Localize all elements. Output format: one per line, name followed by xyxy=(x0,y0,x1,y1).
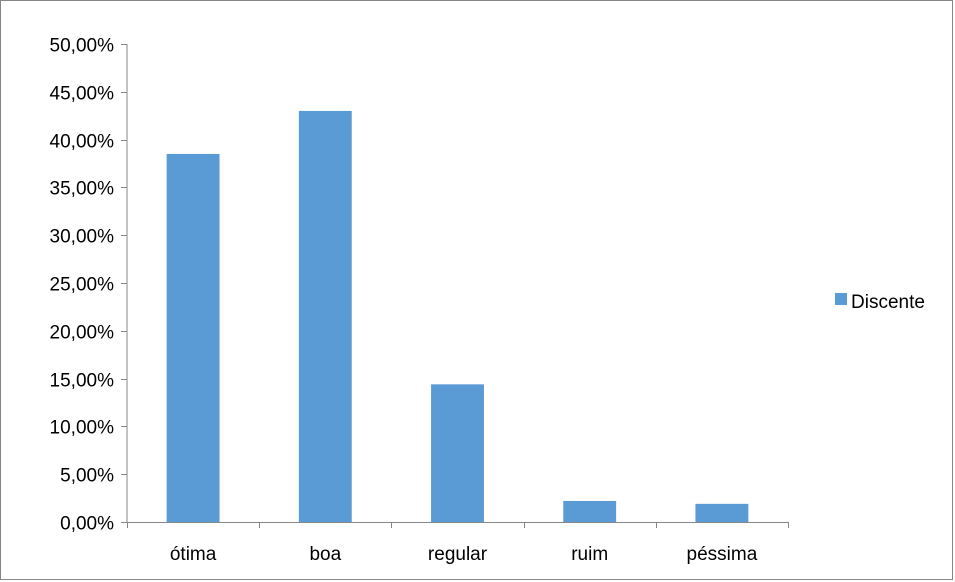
y-tick-label: 15,00% xyxy=(50,371,115,392)
x-tick-label: ótima xyxy=(170,544,217,565)
x-tick-label: regular xyxy=(428,544,488,565)
bar-ótima xyxy=(166,153,220,522)
x-tick-label: boa xyxy=(309,544,341,565)
y-tick-label: 10,00% xyxy=(50,418,115,439)
y-tick-label: 0,00% xyxy=(60,514,114,535)
x-tick-label: péssima xyxy=(687,544,758,565)
y-tick-label: 45,00% xyxy=(50,84,115,105)
y-tick-label: 40,00% xyxy=(50,132,115,153)
y-axis: 0,00% 5,00% 10,00% 15,00% 20,00% 25,00% 30,00%… xyxy=(50,36,128,535)
x-axis: ótima boa regular ruim péssima xyxy=(127,522,789,565)
y-tick-label: 50,00% xyxy=(50,36,115,57)
bar-regular xyxy=(431,384,484,522)
y-tick-label: 30,00% xyxy=(50,227,115,248)
x-tick-label: ruim xyxy=(571,544,608,565)
y-tick-label: 20,00% xyxy=(50,323,115,344)
y-tick-label: 25,00% xyxy=(50,275,115,296)
bar-boa xyxy=(298,110,352,523)
legend-swatch xyxy=(835,293,847,305)
y-tick-label: 5,00% xyxy=(60,466,114,487)
bar-ruim xyxy=(563,500,617,522)
legend-label: Discente xyxy=(851,292,925,313)
legend: Discente xyxy=(835,292,925,313)
bar-series xyxy=(166,110,749,523)
y-tick-label: 35,00% xyxy=(50,179,115,200)
bar-péssima xyxy=(695,503,749,522)
